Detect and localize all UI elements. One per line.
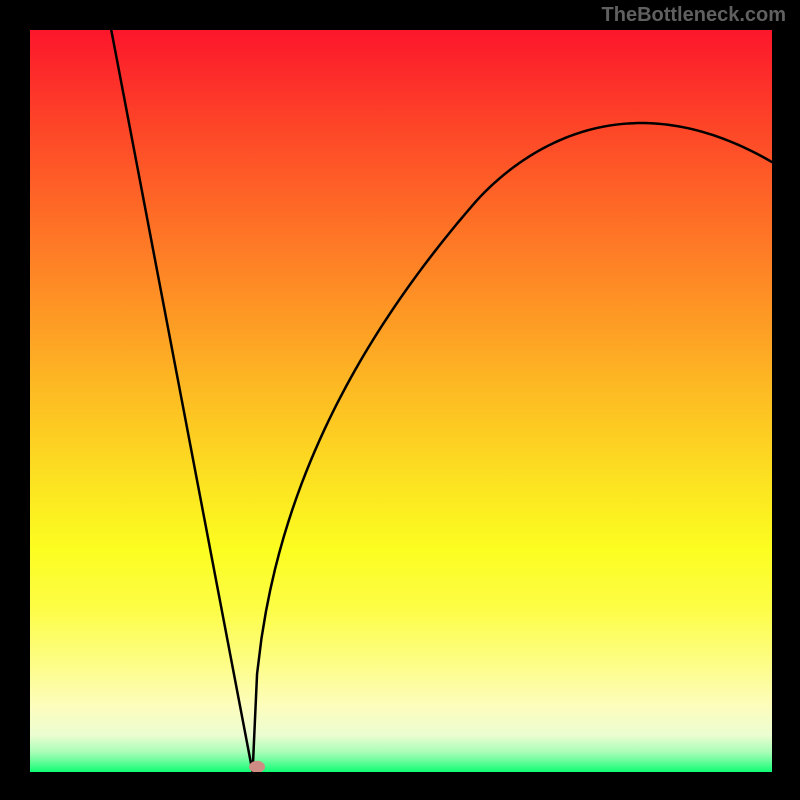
bottleneck-chart [30, 30, 772, 772]
chart-background [30, 30, 772, 772]
bottleneck-chart-svg [30, 30, 772, 772]
watermark: TheBottleneck.com [602, 4, 786, 27]
